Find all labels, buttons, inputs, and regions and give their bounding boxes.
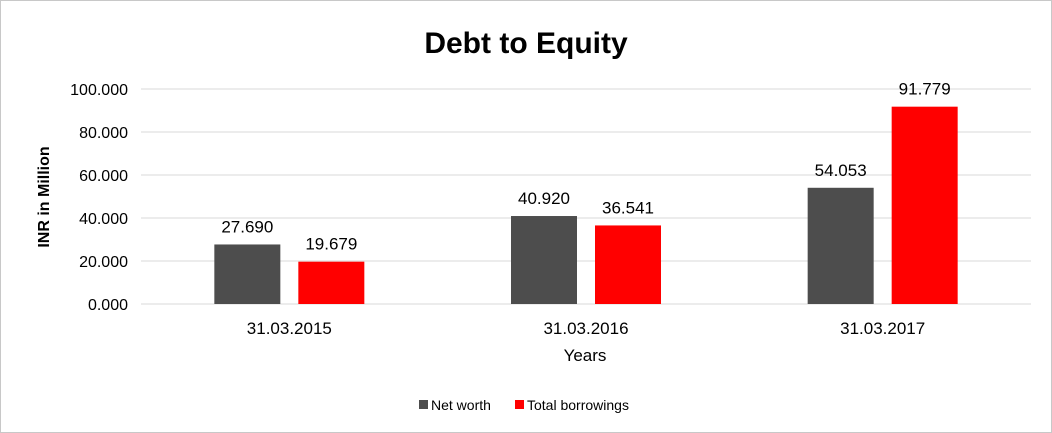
bar [891,106,958,305]
data-label: 91.779 [899,80,951,99]
legend-swatch [515,400,524,409]
data-label: 19.679 [305,235,357,254]
bar [807,187,874,304]
data-label: 36.541 [602,198,654,217]
chart-title: Debt to Equity [424,27,628,60]
bar [511,216,577,304]
legend-label: Net worth [431,397,491,413]
legend: Net worth Total borrowings [419,397,629,413]
bars [214,106,958,305]
data-label: 54.053 [815,161,867,180]
y-tick-label: 20.000 [79,254,128,271]
legend-label: Total borrowings [527,397,629,413]
x-axis-ticks: 31.03.2015 31.03.2016 31.03.2017 [247,319,925,338]
x-tick-label: 31.03.2017 [840,319,925,338]
bar [214,244,281,304]
x-tick-label: 31.03.2016 [543,319,628,338]
y-tick-label: 40.000 [79,211,128,228]
y-tick-label: 0.000 [88,297,128,314]
y-axis-ticks: 0.000 20.000 40.000 60.000 80.000 100.000 [70,82,128,314]
x-axis-label: Years [564,346,607,365]
data-label: 40.920 [518,189,570,208]
y-axis-label: INR in Million [36,146,53,247]
x-tick-label: 31.03.2015 [247,319,332,338]
y-tick-label: 80.000 [79,125,128,142]
bar [595,225,661,304]
bar [298,261,365,304]
y-tick-label: 100.000 [70,82,128,99]
gridlines [141,88,1031,305]
data-labels: 27.690 19.679 40.920 36.541 54.053 91.779 [221,80,950,254]
legend-swatch [419,400,428,409]
data-label: 27.690 [221,217,273,236]
y-tick-label: 60.000 [79,168,128,185]
